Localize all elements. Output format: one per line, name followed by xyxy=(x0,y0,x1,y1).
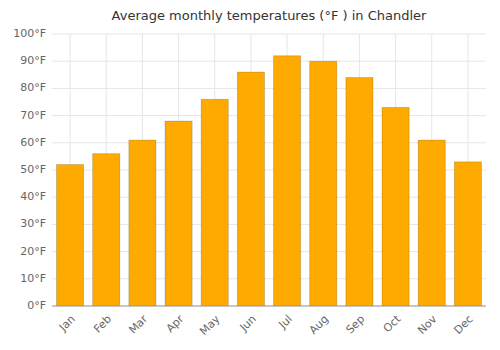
x-tick-label: May xyxy=(197,312,223,338)
y-tick-label: 90°F xyxy=(20,54,46,67)
bar xyxy=(310,61,337,306)
y-tick-label: 30°F xyxy=(20,217,46,230)
bar xyxy=(165,121,192,306)
y-grid-line xyxy=(52,61,486,62)
y-grid-line xyxy=(52,88,486,89)
bar xyxy=(93,154,120,306)
x-tick-label: Jun xyxy=(237,313,259,335)
y-tick-label: 40°F xyxy=(20,190,46,203)
bar xyxy=(418,140,445,306)
y-tick-label: 60°F xyxy=(20,136,46,149)
x-tick-label: Jan xyxy=(56,313,78,335)
y-tick-label: 100°F xyxy=(13,27,46,40)
x-tick-label: Apr xyxy=(164,312,187,335)
bar xyxy=(346,78,373,306)
x-tick-label: Sep xyxy=(343,313,367,337)
bar xyxy=(274,56,301,306)
bars xyxy=(57,56,482,306)
chart-container: 0°F 10°F 20°F 30°F 40°F 50°F 60°F 70°F 80°F 90°F 1… xyxy=(0,0,500,350)
bar xyxy=(454,162,481,306)
x-tick-label: Jul xyxy=(276,313,295,332)
bar xyxy=(57,165,84,306)
y-tick-label: 50°F xyxy=(20,163,46,176)
y-tick-label: 0°F xyxy=(27,299,46,312)
bar xyxy=(201,99,228,306)
x-tick-label: Feb xyxy=(91,313,114,336)
y-tick-label: 10°F xyxy=(20,272,46,285)
chart: 0°F 10°F 20°F 30°F 40°F 50°F 60°F 70°F 80°F 90°F 1… xyxy=(0,0,500,350)
axes: 0°F 10°F 20°F 30°F 40°F 50°F 60°F 70°F 80°F 90°F 1… xyxy=(13,27,486,338)
title: Average monthly temperatures (°F ) in Ch… xyxy=(112,8,428,23)
x-tick-label: Mar xyxy=(126,312,150,336)
y-grid-line xyxy=(52,115,486,116)
grid xyxy=(52,34,486,306)
bar xyxy=(237,72,264,306)
y-tick-label: 70°F xyxy=(20,109,46,122)
x-tick-label: Dec xyxy=(451,313,475,337)
bar xyxy=(382,107,409,306)
bar xyxy=(129,140,156,306)
y-tick-label: 20°F xyxy=(20,245,46,258)
y-grid-line xyxy=(52,34,486,35)
y-tick-label: 80°F xyxy=(20,81,46,94)
x-tick-label: Nov xyxy=(415,312,440,337)
x-tick-label: Oct xyxy=(381,312,404,335)
x-tick-label: Aug xyxy=(307,313,331,337)
